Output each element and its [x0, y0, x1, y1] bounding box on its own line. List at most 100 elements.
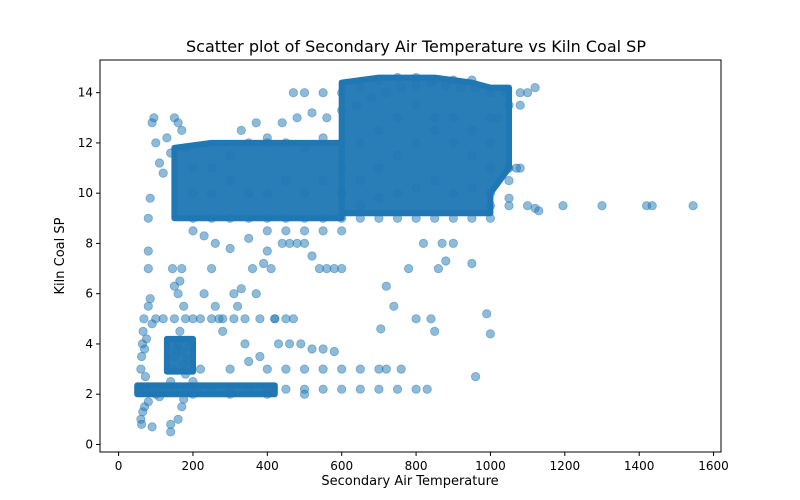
scatter-point: [229, 314, 239, 324]
scatter-point: [255, 351, 265, 362]
scatter-point: [188, 163, 198, 173]
scatter-point: [307, 251, 317, 261]
scatter-point: [179, 301, 189, 311]
x-tick-label: 400: [256, 459, 279, 473]
dense-cloud-main: [338, 74, 512, 217]
scatter-point: [411, 183, 421, 193]
scatter-point: [411, 100, 421, 110]
scatter-point: [158, 314, 168, 324]
scatter-point: [530, 83, 540, 93]
scatter-point: [299, 88, 310, 98]
scatter-point: [437, 238, 447, 248]
x-tick-label: 1600: [698, 459, 729, 473]
scatter-point: [389, 301, 399, 311]
scatter-point: [467, 75, 477, 85]
scatter-point: [169, 384, 179, 394]
scatter-point: [534, 206, 544, 216]
scatter-point: [167, 364, 178, 374]
y-tick-label: 2: [85, 387, 93, 401]
scatter-point: [207, 384, 217, 394]
scatter-point: [337, 213, 347, 223]
scatter-point: [244, 233, 254, 243]
scatter-point: [251, 118, 261, 128]
scatter-point: [381, 88, 391, 98]
scatter-point: [262, 226, 272, 236]
scatter-point: [392, 213, 403, 223]
scatter-point: [456, 83, 466, 93]
scatter-point: [244, 356, 254, 367]
scatter-point: [296, 339, 306, 349]
scatter-point: [500, 88, 510, 98]
scatter-point: [647, 201, 657, 211]
scatter-point: [366, 93, 377, 103]
scatter-point: [236, 284, 246, 294]
scatter-point: [262, 389, 272, 399]
scatter-point: [374, 213, 384, 223]
scatter-point: [251, 289, 261, 299]
scatter-point: [392, 73, 403, 83]
scatter-point: [430, 213, 440, 223]
scatter-point: [244, 384, 254, 394]
scatter-point: [154, 158, 165, 168]
scatter-point: [307, 108, 317, 118]
scatter-point: [318, 213, 328, 223]
scatter-point: [318, 226, 328, 236]
scatter-point: [485, 201, 495, 211]
scatter-point: [448, 75, 458, 85]
scatter-point: [688, 201, 698, 211]
scatter-point: [355, 83, 365, 93]
scatter-point: [162, 133, 172, 143]
scatter-point: [318, 384, 328, 394]
scatter-point: [374, 384, 384, 394]
scatter-point: [255, 314, 265, 324]
scatter-point: [485, 88, 495, 98]
scatter-point: [262, 364, 272, 374]
scatter-point: [143, 397, 153, 407]
scatter-point: [318, 364, 328, 374]
y-tick-label: 4: [85, 337, 93, 351]
y-axis-label: Kiln Coal SP: [53, 217, 68, 294]
scatter-point: [307, 344, 317, 354]
scatter-point: [355, 213, 365, 223]
scatter-point: [292, 113, 302, 123]
scatter-point: [158, 168, 168, 178]
scatter-point: [430, 125, 440, 135]
scatter-point: [140, 371, 150, 382]
scatter-point: [244, 138, 254, 148]
scatter-point: [381, 364, 391, 374]
scatter-point: [214, 314, 224, 324]
scatter-point: [322, 113, 332, 123]
scatter-point: [504, 100, 514, 110]
scatter-point: [225, 176, 235, 186]
scatter-point: [281, 226, 291, 236]
scatter-point: [329, 346, 339, 357]
scatter-point: [355, 364, 365, 374]
scatter-point: [515, 163, 525, 173]
scatter-point: [355, 138, 365, 148]
scatter-point: [262, 133, 272, 143]
scatter-point: [411, 314, 421, 324]
y-tick-label: 0: [85, 437, 93, 451]
scatter-point: [284, 339, 295, 349]
scatter-point: [140, 344, 150, 354]
y-tick-label: 12: [78, 136, 93, 150]
scatter-point: [422, 384, 432, 394]
scatter-point: [177, 402, 187, 412]
scatter-point: [169, 281, 179, 291]
scatter-point: [411, 73, 421, 83]
scatter-point: [218, 326, 228, 336]
scatter-point: [318, 344, 328, 354]
x-tick-label: 600: [330, 459, 353, 473]
scatter-point: [225, 389, 235, 399]
scatter-point: [355, 201, 365, 211]
scatter-point: [396, 364, 406, 374]
scatter-point: [180, 369, 191, 379]
scatter-point: [482, 309, 492, 319]
scatter-point: [143, 246, 153, 256]
scatter-point: [493, 113, 503, 123]
scatter-point: [210, 238, 220, 248]
scatter-point: [411, 213, 421, 223]
scatter-point: [381, 281, 391, 291]
scatter-point: [515, 88, 525, 98]
